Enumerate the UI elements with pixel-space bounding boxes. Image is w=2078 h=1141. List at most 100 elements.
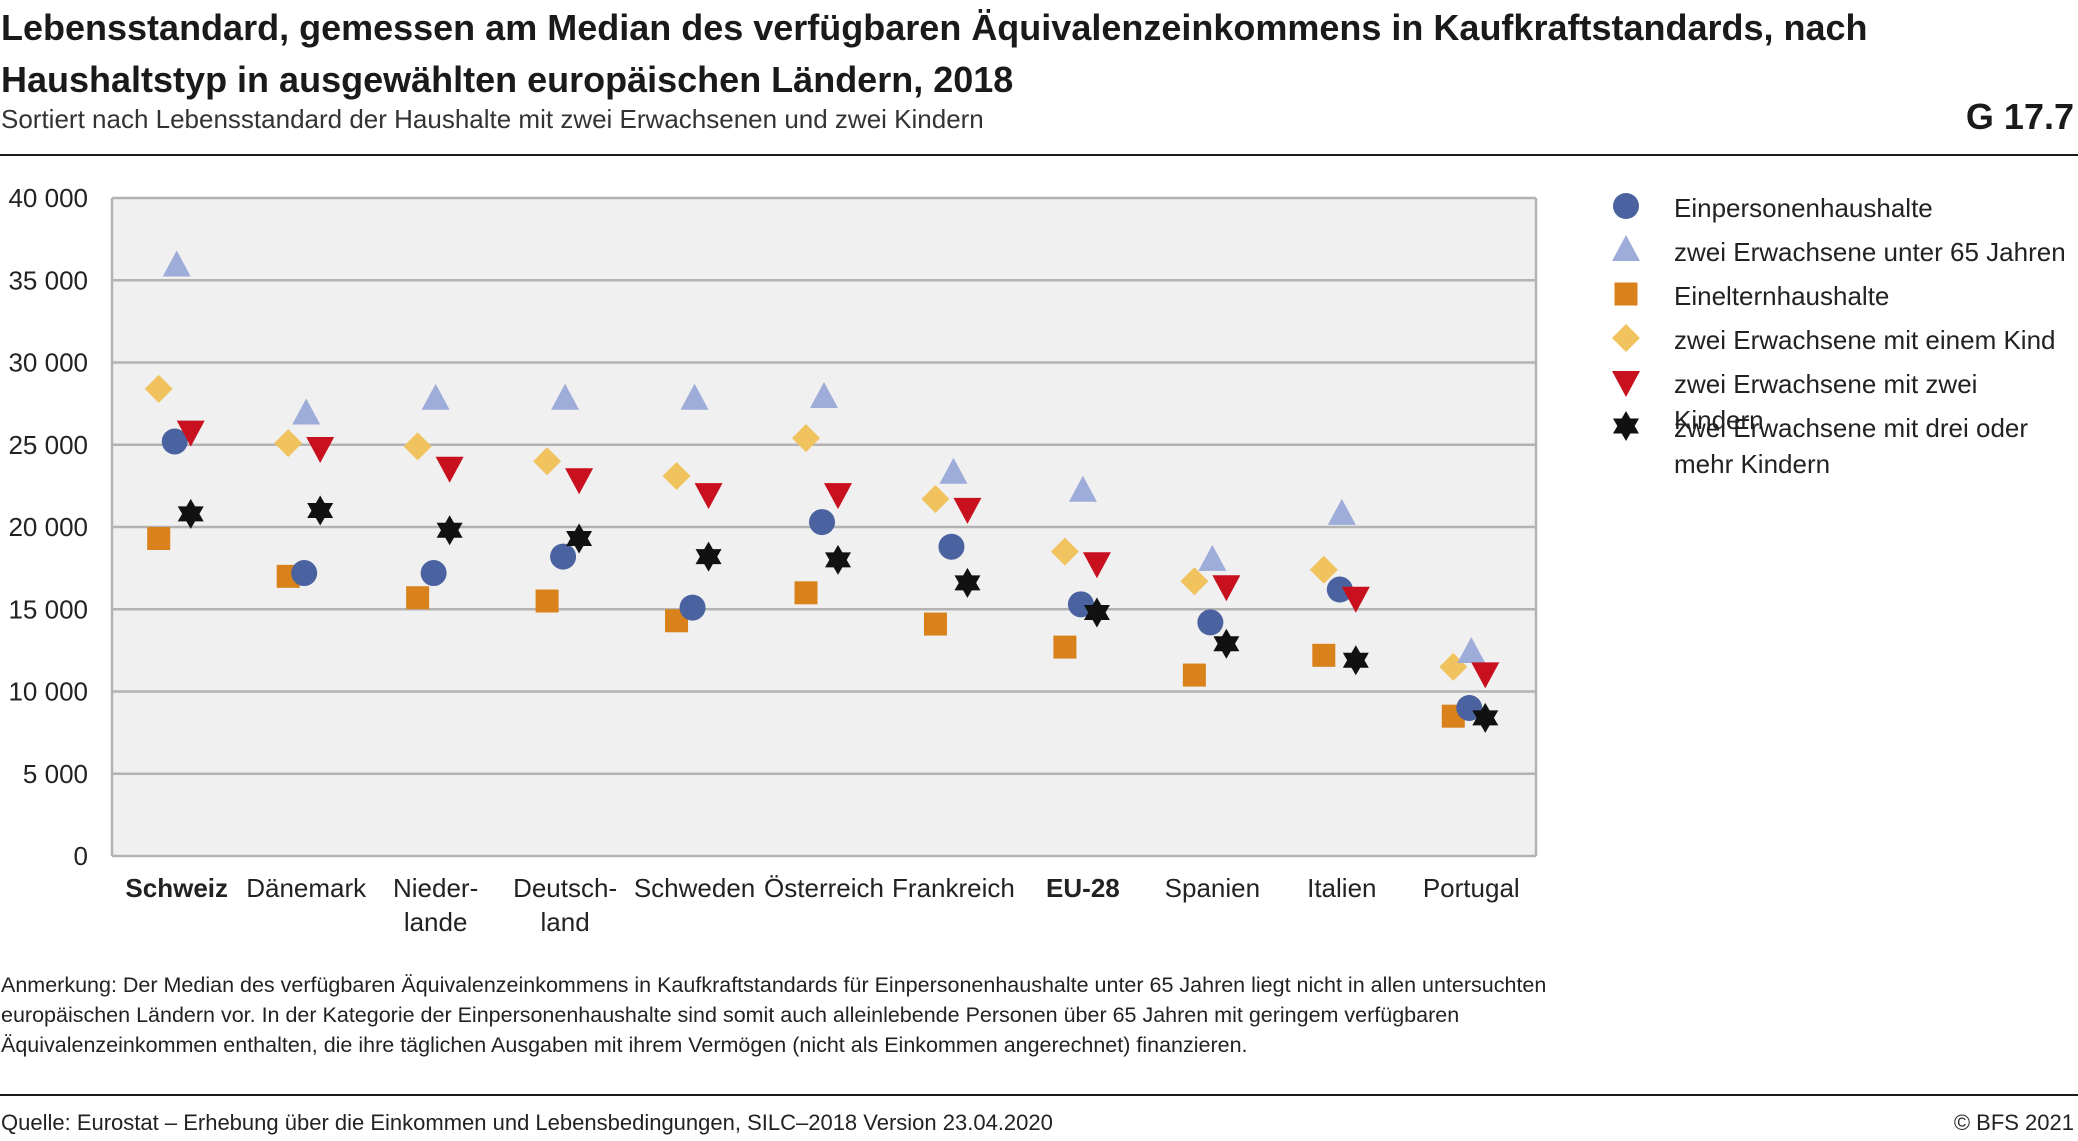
y-tick-label: 5 000 — [23, 759, 88, 789]
y-tick-label: 25 000 — [8, 430, 88, 460]
point-circle — [809, 509, 835, 536]
point-circle — [550, 543, 577, 570]
point-circle — [938, 533, 965, 560]
top-rule — [0, 154, 2078, 156]
legend-swatch — [1612, 324, 1640, 352]
x-tick-label: Italien — [1307, 873, 1376, 903]
point-star6 — [177, 498, 204, 529]
point-square — [923, 612, 947, 636]
point-square — [1182, 663, 1206, 687]
x-axis: Schweiz Dänemark Nieder-lande Deutsch-land S… — [125, 873, 1519, 937]
point-triangle-up — [551, 383, 580, 410]
x-tick-label: Spanien — [1165, 873, 1260, 903]
legend-swatch — [1613, 193, 1639, 219]
legend-item: Eineltern­haushalte — [1600, 274, 2078, 318]
legend-label: zwei Erwachsene mit zwei Kindern — [1674, 369, 1978, 435]
point-triangle-up — [421, 383, 450, 410]
legend-item: zwei Erwachsene mit zwei Kindern — [1600, 362, 2078, 435]
y-tick-label: 10 000 — [8, 677, 88, 707]
x-tick-label: Deutsch-land — [513, 873, 617, 937]
point-triangle-down — [435, 456, 464, 483]
point-triangle-down — [1341, 586, 1370, 613]
x-tick-label: Schweiz — [125, 873, 228, 903]
y-axis: 0 5 000 10 000 15 000 20 000 25 000 30 000 35 0… — [8, 183, 88, 871]
legend-swatch — [1612, 371, 1640, 397]
legend-item: Einpersonenhaushalte — [1600, 186, 2078, 230]
point-square — [1312, 643, 1336, 667]
legend-item: zwei Erwachsene unter 65 Jahren — [1600, 230, 2078, 274]
point-square — [535, 589, 559, 613]
y-tick-label: 30 000 — [8, 348, 88, 378]
point-triangle-down — [824, 483, 852, 510]
y-tick-label: 15 000 — [8, 594, 88, 624]
y-tick-label: 0 — [74, 841, 88, 871]
point-triangle-up — [162, 250, 191, 277]
point-square — [147, 527, 171, 551]
legend-marker-star6 — [1613, 411, 1639, 441]
x-tick-label: Dänemark — [246, 873, 367, 903]
point-square — [794, 581, 818, 605]
data-marks — [144, 250, 1500, 733]
point-triangle-up — [1457, 637, 1486, 664]
legend-label: zwei Erwachsene mit einem Kind — [1674, 325, 2056, 355]
point-diamond — [533, 447, 562, 476]
legend-label: zwei Erwachsene mit drei oder mehr Kinde… — [1674, 413, 2029, 479]
y-tick-label: 20 000 — [8, 512, 88, 542]
point-triangle-up — [810, 382, 838, 409]
point-circle — [1197, 609, 1224, 636]
point-diamond — [921, 485, 950, 514]
x-tick-label: Frankreich — [892, 873, 1015, 903]
point-circle — [420, 560, 447, 587]
legend: Einpersonenhaushalte zwei Erwachsene unte… — [1600, 186, 2078, 490]
point-diamond — [1180, 567, 1209, 596]
legend-marker-square — [1614, 282, 1638, 306]
legend-marker-diamond — [1612, 324, 1640, 352]
point-star6 — [436, 515, 463, 546]
legend-label: Eineltern­haushalte — [1674, 281, 1890, 311]
point-triangle-down — [1212, 575, 1241, 602]
point-circle — [679, 594, 706, 621]
point-star6 — [1083, 597, 1110, 628]
x-tick-label: Nieder-lande — [393, 873, 478, 937]
figure-number: G 17.7 — [1965, 96, 2074, 137]
legend-swatch — [1614, 282, 1638, 306]
point-diamond — [274, 429, 303, 458]
bottom-rule — [0, 1094, 2078, 1096]
point-star6 — [954, 567, 981, 598]
legend-marker-circle — [1613, 193, 1639, 219]
x-tick-label: Schweden — [634, 873, 755, 903]
chart-title: Lebensstandard, gemessen am Median des v… — [1, 7, 1868, 100]
point-triangle-down — [176, 420, 205, 447]
x-tick-label: Portugal — [1423, 873, 1520, 903]
point-triangle-down — [694, 483, 723, 510]
point-star6 — [307, 495, 334, 526]
point-triangle-down — [953, 497, 982, 524]
gridlines — [110, 196, 1538, 858]
point-triangle-up — [292, 398, 321, 425]
legend-swatch — [1612, 235, 1640, 261]
x-tick-label: Österreich — [764, 873, 884, 903]
point-star6 — [825, 544, 851, 575]
point-circle — [1326, 576, 1353, 603]
point-circle — [291, 560, 318, 587]
point-star6 — [1342, 645, 1369, 676]
point-square — [406, 586, 430, 610]
point-diamond — [792, 424, 820, 453]
legend-marker-triangle-down — [1612, 371, 1640, 397]
point-triangle-down — [1471, 662, 1500, 689]
point-triangle-up — [1198, 544, 1227, 571]
legend-label: zwei Erwachsene unter 65 Jahren — [1674, 237, 2066, 267]
point-triangle-up — [939, 457, 968, 484]
x-tick-label: EU-28 — [1046, 873, 1120, 903]
legend-label: Einpersonenhaushalte — [1674, 193, 1933, 223]
chart-subtitle: Sortiert nach Lebensstandard der Haushal… — [1, 104, 984, 134]
footnote: Anmerkung: Der Median des verfügbaren Äq… — [1, 973, 1547, 1057]
point-triangle-down — [306, 437, 335, 464]
point-diamond — [1309, 555, 1338, 584]
point-triangle-up — [1327, 498, 1356, 525]
y-tick-label: 40 000 — [8, 183, 88, 213]
source-line: Quelle: Eurostat – Erhebung über die Ein… — [1, 1110, 1053, 1135]
point-triangle-down — [565, 468, 594, 495]
legend-item: zwei Erwachsene mit einem Kind — [1600, 318, 2078, 362]
scatter-chart: 0 5 000 10 000 15 000 20 000 25 000 30 000 35 0… — [8, 183, 1538, 937]
